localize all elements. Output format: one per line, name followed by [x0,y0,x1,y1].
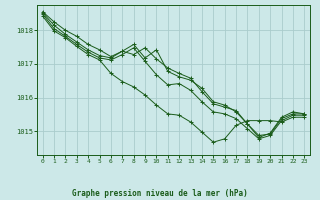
Text: Graphe pression niveau de la mer (hPa): Graphe pression niveau de la mer (hPa) [72,189,248,198]
